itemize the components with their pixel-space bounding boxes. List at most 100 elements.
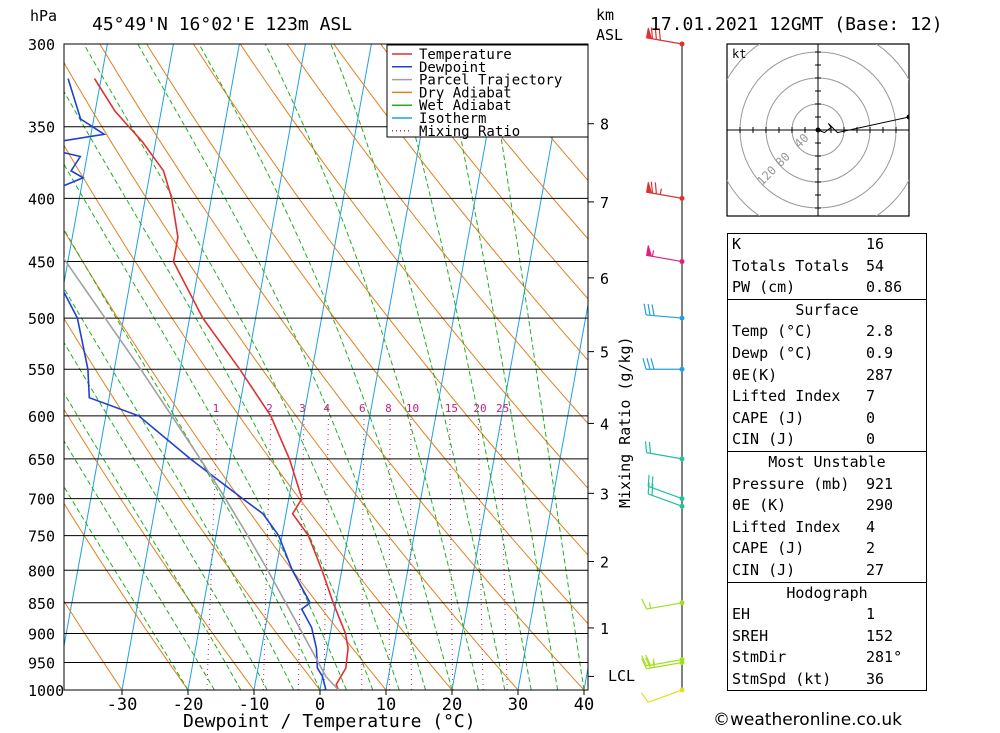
dry-adiabat-line [64, 229, 387, 690]
wind-barb [647, 482, 685, 509]
most-unstable-block: Most Unstable Pressure (mb) 921 θE (K) 290… [727, 450, 927, 582]
wet-adiabat-line [264, 44, 479, 690]
wind-barb-feather [646, 358, 651, 370]
hodograph-title: Hodograph [786, 583, 868, 602]
mixing-ratio-tick-label: 6 [359, 402, 366, 415]
wind-barb-dot [679, 657, 685, 663]
pressure-tick-label: 550 [28, 361, 55, 379]
mixing-ratio-tick-label: 10 [406, 402, 419, 415]
copyright-footer[interactable]: ©weatheronline.co.uk [713, 710, 903, 730]
stat-row: StmDir 281° [732, 648, 903, 667]
hodograph-end-dot [906, 114, 909, 120]
wind-barb-feather [641, 655, 648, 667]
wind-barb-half-feather [659, 188, 662, 195]
wind-barb-feather [654, 28, 657, 40]
pressure-tick-label: 600 [28, 408, 55, 426]
wind-barb-feather [651, 483, 654, 496]
dry-adiabat-line [64, 600, 123, 690]
stat-row: K 16 [732, 235, 885, 253]
height-tick-label: 8 [600, 116, 609, 134]
mixing-ratio-tick-label: 4 [323, 402, 330, 415]
stat-row: CIN (J) 0 [732, 430, 876, 449]
wind-barb [643, 303, 685, 321]
wind-barb [647, 474, 685, 502]
pressure-tick-label: 450 [28, 254, 55, 272]
mixing-ratio-tick-label: 8 [385, 402, 392, 415]
height-tick-label: 5 [600, 344, 609, 362]
wind-barb-dot [679, 366, 685, 372]
lcl-label: LCL [608, 667, 635, 685]
wind-barb-shaft [647, 493, 683, 507]
pressure-tick-label: 800 [28, 562, 55, 580]
location-title: 45°49'N 16°02'E 123m ASL [92, 14, 352, 35]
wind-barb-half-feather [652, 658, 656, 665]
stat-row: θE(K) 287 [732, 365, 894, 384]
wet-adiabat-line [389, 44, 532, 690]
wind-barb-dot [679, 41, 685, 47]
wind-barb-dot [679, 496, 685, 502]
wind-barb [644, 441, 685, 462]
mixing-ratio-line [449, 415, 454, 690]
wind-barb-dot [679, 600, 685, 606]
wind-barb-dot [679, 259, 685, 265]
stat-row: CAPE (J) 0 [732, 408, 876, 427]
mixing-ratio-axis-title: Mixing Ratio (g/kg) [616, 336, 634, 508]
wet-adiabat-line [441, 44, 559, 690]
series-parcel-trajectory-line [64, 257, 340, 690]
isotherm-line [319, 44, 438, 690]
stat-row: EH 1 [732, 605, 876, 624]
indices-block: K 16 Totals Totals 54 PW (cm) 0.86 [727, 233, 927, 299]
legend-label: Wet Adiabat [419, 98, 512, 114]
wind-barb-feather [643, 303, 647, 316]
hodograph-trace [817, 116, 909, 134]
wind-barb-half-feather [648, 602, 652, 609]
wind-barb [645, 181, 685, 201]
series-dewpoint-line [64, 78, 327, 690]
x-tick-label: 0 [315, 695, 325, 715]
height-unit-bottom: ASL [596, 26, 623, 44]
wind-barb-shaft [646, 659, 683, 667]
wind-barb-half-feather [651, 250, 655, 257]
wind-barb-feather [658, 28, 661, 41]
dry-adiabat-line [99, 44, 585, 690]
pressure-tick-label: 750 [28, 528, 55, 546]
pressure-tick-label: 1000 [28, 682, 64, 700]
mixing-ratio-line [262, 415, 272, 690]
wind-barb-shaft [646, 661, 683, 670]
x-tick-label: -30 [107, 695, 138, 715]
mixing-ratio-tick-label: 20 [473, 402, 486, 415]
legend-label: Temperature [419, 47, 512, 63]
wind-barb-shaft [646, 314, 683, 319]
isotherm-line [64, 44, 174, 649]
wind-barb-feather [648, 441, 652, 454]
most-unstable-title: Most Unstable [768, 452, 886, 471]
wind-barb-pennant [645, 27, 653, 40]
height-tick-label: 4 [600, 415, 609, 433]
pressure-tick-label: 850 [28, 595, 55, 613]
legend-label: Dry Adiabat [419, 85, 512, 101]
stat-row: CAPE (J) 2 [732, 539, 876, 558]
height-tick-label: 6 [600, 270, 609, 288]
dry-adiabat-line [64, 61, 519, 690]
x-axis-title: Dewpoint / Temperature (°C) [183, 711, 476, 732]
height-unit-top: km [596, 6, 614, 24]
pressure-tick-label: 650 [28, 451, 55, 469]
wind-barb-feather [654, 182, 657, 194]
stat-row: Dewp (°C) 0.9 [732, 343, 894, 362]
hodograph-unit-label: kt [732, 47, 746, 61]
mixing-ratio-line [206, 415, 219, 690]
mixing-ratio-line [297, 415, 305, 690]
wind-barb-shaft [646, 254, 683, 263]
dry-adiabat-line [427, 44, 588, 240]
dry-adiabat-line [286, 44, 588, 425]
wind-barb-dot [679, 456, 685, 462]
pressure-tick-label: 500 [28, 310, 55, 328]
surface-title: Surface [795, 300, 859, 319]
mixing-ratio-tick-label: 2 [266, 402, 273, 415]
isotherm-line [517, 301, 588, 690]
stat-row: Lifted Index 7 [732, 387, 876, 406]
wind-barb-feather [647, 303, 651, 316]
dry-adiabat-line [64, 502, 189, 690]
stat-row: SREH 152 [732, 626, 894, 645]
wind-barb-dot [679, 687, 685, 693]
